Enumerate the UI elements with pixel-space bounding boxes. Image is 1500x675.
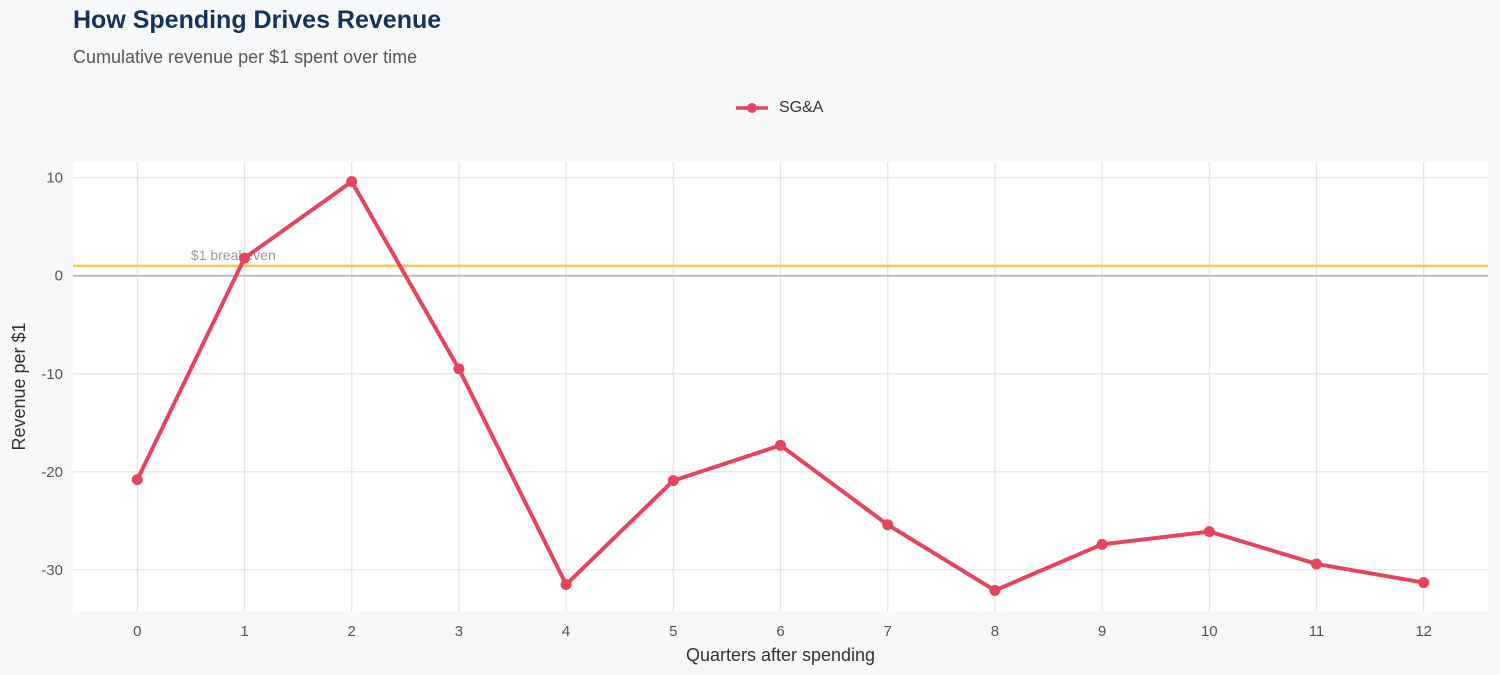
breakeven-label: $1 breakeven — [191, 247, 276, 263]
x-axis-label: Quarters after spending — [686, 645, 875, 665]
x-tick-label: 10 — [1201, 623, 1218, 640]
x-tick-label: 4 — [562, 623, 570, 640]
data-point — [131, 474, 143, 486]
y-axis-label: Revenue per $1 — [9, 322, 29, 450]
x-tick-label: 8 — [991, 623, 999, 640]
data-point — [453, 363, 465, 375]
x-tick-label: 2 — [348, 623, 356, 640]
legend: SG&A — [735, 99, 823, 117]
data-point — [1310, 558, 1322, 570]
x-tick-label: 7 — [884, 623, 892, 640]
data-point — [1096, 538, 1108, 550]
x-tick-label: 5 — [669, 623, 677, 640]
data-point — [1203, 526, 1215, 538]
data-point — [346, 176, 358, 188]
y-tick-label: -30 — [41, 562, 63, 579]
y-tick-label: -20 — [41, 464, 63, 481]
x-tick-label: 6 — [776, 623, 784, 640]
data-point — [239, 252, 251, 264]
x-tick-label: 1 — [240, 623, 248, 640]
legend-marker-icon — [736, 103, 768, 113]
data-point — [1418, 577, 1430, 589]
data-point — [882, 519, 894, 531]
x-tick-label: 9 — [1098, 623, 1106, 640]
legend-label: SG&A — [779, 99, 824, 116]
y-tick-label: 10 — [46, 170, 63, 187]
data-point — [667, 475, 679, 487]
data-point — [560, 579, 572, 591]
chart-title: How Spending Drives Revenue — [73, 6, 442, 34]
x-tick-label: 3 — [455, 623, 463, 640]
data-point — [775, 439, 786, 451]
data-point — [989, 584, 1001, 596]
x-tick-label: 0 — [133, 623, 141, 640]
x-tick-label: 11 — [1309, 623, 1325, 640]
y-tick-label: -10 — [41, 366, 63, 383]
chart-subtitle: Cumulative revenue per $1 spent over tim… — [73, 47, 418, 67]
y-tick-label: 0 — [55, 268, 63, 285]
x-tick-label: 12 — [1415, 623, 1432, 640]
